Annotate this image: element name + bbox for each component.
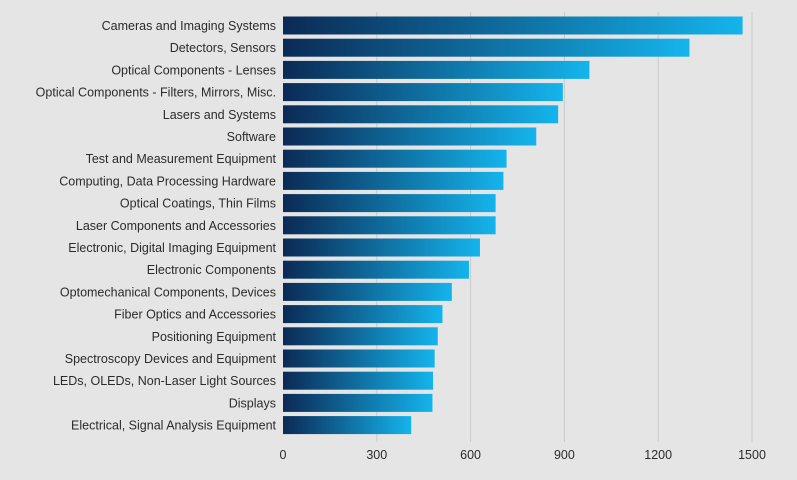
category-label: Laser Components and Accessories: [76, 219, 276, 233]
x-tick-label: 1200: [644, 448, 672, 462]
x-tick-label: 0: [280, 448, 287, 462]
bar: [283, 171, 504, 190]
category-label: Electronic, Digital Imaging Equipment: [68, 241, 276, 255]
x-tick-label: 300: [366, 448, 387, 462]
bar: [283, 349, 435, 368]
x-axis-ticks: 0 300 600 900 1200 1500: [280, 448, 766, 462]
category-label: Cameras and Imaging Systems: [102, 19, 276, 33]
bar: [283, 127, 537, 146]
bar: [283, 327, 438, 346]
category-label: Electronic Components: [147, 263, 276, 277]
bar: [283, 149, 507, 168]
bar: [283, 260, 470, 279]
category-label: Fiber Optics and Accessories: [114, 308, 276, 322]
bar: [283, 305, 443, 324]
category-label: Optical Coatings, Thin Films: [120, 197, 276, 211]
bar: [283, 416, 412, 435]
category-label: LEDs, OLEDs, Non-Laser Light Sources: [53, 374, 276, 388]
x-tick-label: 600: [460, 448, 481, 462]
bar: [283, 371, 434, 390]
category-label: Optical Components - Lenses: [111, 63, 276, 77]
bar: [283, 282, 452, 301]
category-label: Detectors, Sensors: [170, 41, 276, 55]
category-label: Electrical, Signal Analysis Equipment: [71, 419, 276, 433]
bar: [283, 83, 563, 102]
bar: [283, 393, 433, 412]
bar: [283, 16, 743, 35]
bar: [283, 60, 590, 79]
category-label: Positioning Equipment: [152, 330, 277, 344]
category-label: Software: [227, 130, 276, 144]
x-tick-label: 900: [554, 448, 575, 462]
bar: [283, 194, 496, 213]
bars: [283, 16, 743, 435]
category-label: Computing, Data Processing Hardware: [59, 174, 276, 188]
bar: [283, 216, 496, 235]
category-label: Spectroscopy Devices and Equipment: [65, 352, 277, 366]
category-label: Optomechanical Components, Devices: [60, 285, 276, 299]
bar: [283, 105, 559, 124]
category-label: Test and Measurement Equipment: [86, 152, 277, 166]
bar: [283, 238, 480, 257]
category-label: Displays: [229, 396, 276, 410]
category-label: Optical Components - Filters, Mirrors, M…: [36, 86, 276, 100]
category-label: Lasers and Systems: [163, 108, 276, 122]
bar: [283, 38, 690, 57]
x-tick-label: 1500: [738, 448, 766, 462]
category-labels: Cameras and Imaging Systems Detectors, Se…: [36, 19, 277, 433]
